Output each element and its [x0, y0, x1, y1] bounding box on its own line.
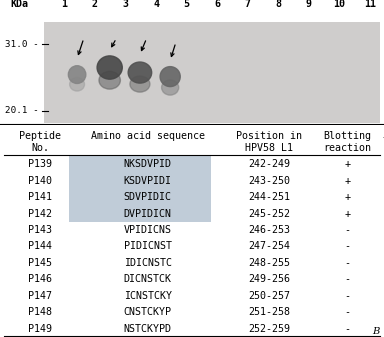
Text: -: -: [344, 225, 351, 235]
Text: 3: 3: [122, 0, 129, 9]
Text: -: -: [344, 307, 351, 317]
Text: +: +: [344, 192, 351, 202]
Ellipse shape: [130, 76, 150, 92]
Text: 242-249: 242-249: [248, 159, 290, 169]
Text: 7: 7: [245, 0, 251, 9]
Text: NKSDVPID: NKSDVPID: [124, 159, 172, 169]
Ellipse shape: [70, 78, 84, 91]
Text: 247-254: 247-254: [248, 242, 290, 251]
Text: P144: P144: [28, 242, 52, 251]
Bar: [69, 189, 211, 205]
Text: 251-258: 251-258: [248, 307, 290, 317]
Text: KSDVPIDI: KSDVPIDI: [124, 176, 172, 186]
Text: 6: 6: [214, 0, 220, 9]
Text: 249-256: 249-256: [248, 274, 290, 284]
Text: PIDICNST: PIDICNST: [124, 242, 172, 251]
Ellipse shape: [128, 62, 152, 83]
Ellipse shape: [68, 66, 86, 84]
Text: VPIDICNS: VPIDICNS: [124, 225, 172, 235]
Text: +: +: [344, 209, 351, 218]
Text: P148: P148: [28, 307, 52, 317]
Bar: [69, 205, 211, 222]
Ellipse shape: [99, 71, 121, 89]
Text: 1: 1: [61, 0, 67, 9]
Text: 245-252: 245-252: [248, 209, 290, 218]
Text: Amino acid sequence: Amino acid sequence: [91, 131, 205, 141]
Text: P146: P146: [28, 274, 52, 284]
Text: 4: 4: [153, 0, 159, 9]
Text: P145: P145: [28, 258, 52, 268]
Text: 246-253: 246-253: [248, 225, 290, 235]
Text: -: -: [344, 274, 351, 284]
Text: +: +: [344, 159, 351, 169]
Text: No.: No.: [31, 143, 49, 153]
Text: 9: 9: [306, 0, 312, 9]
Text: 11: 11: [364, 0, 376, 9]
Text: CNSTCKYP: CNSTCKYP: [124, 307, 172, 317]
Ellipse shape: [160, 67, 180, 87]
Bar: [69, 173, 211, 189]
Text: reaction: reaction: [323, 143, 371, 153]
Text: 8: 8: [275, 0, 281, 9]
Text: SDVPIDIC: SDVPIDIC: [124, 192, 172, 202]
Text: -: -: [344, 242, 351, 251]
Text: P141: P141: [28, 192, 52, 202]
Text: KDa: KDa: [11, 0, 28, 9]
Text: ICNSTCKY: ICNSTCKY: [124, 291, 172, 301]
Text: 2: 2: [92, 0, 98, 9]
Text: 5: 5: [184, 0, 190, 9]
Text: B: B: [372, 327, 379, 336]
Bar: [69, 156, 211, 173]
Text: 31.0 -: 31.0 -: [5, 40, 39, 49]
Text: DICNSTCK: DICNSTCK: [124, 274, 172, 284]
Text: -: -: [344, 324, 351, 334]
Text: 243-250: 243-250: [248, 176, 290, 186]
Text: P143: P143: [28, 225, 52, 235]
Text: IDICNSTC: IDICNSTC: [124, 258, 172, 268]
Ellipse shape: [162, 80, 179, 95]
Text: -: -: [344, 258, 351, 268]
Text: -: -: [344, 291, 351, 301]
Text: Position in: Position in: [236, 131, 302, 141]
Text: 10: 10: [333, 0, 346, 9]
Text: P140: P140: [28, 176, 52, 186]
Text: HPV58 L1: HPV58 L1: [245, 143, 293, 153]
Text: DVPIDICN: DVPIDICN: [124, 209, 172, 218]
Text: 244-251: 244-251: [248, 192, 290, 202]
Text: P142: P142: [28, 209, 52, 218]
Text: NSTCKYPD: NSTCKYPD: [124, 324, 172, 334]
Text: P149: P149: [28, 324, 52, 334]
Text: P147: P147: [28, 291, 52, 301]
Text: 250-257: 250-257: [248, 291, 290, 301]
Text: Blotting: Blotting: [323, 131, 371, 141]
Text: +: +: [344, 176, 351, 186]
Text: Peptide: Peptide: [19, 131, 61, 141]
Text: 252-259: 252-259: [248, 324, 290, 334]
Text: 248-255: 248-255: [248, 258, 290, 268]
Text: P139: P139: [28, 159, 52, 169]
Ellipse shape: [97, 56, 122, 79]
Text: 20.1 -: 20.1 -: [5, 106, 39, 115]
